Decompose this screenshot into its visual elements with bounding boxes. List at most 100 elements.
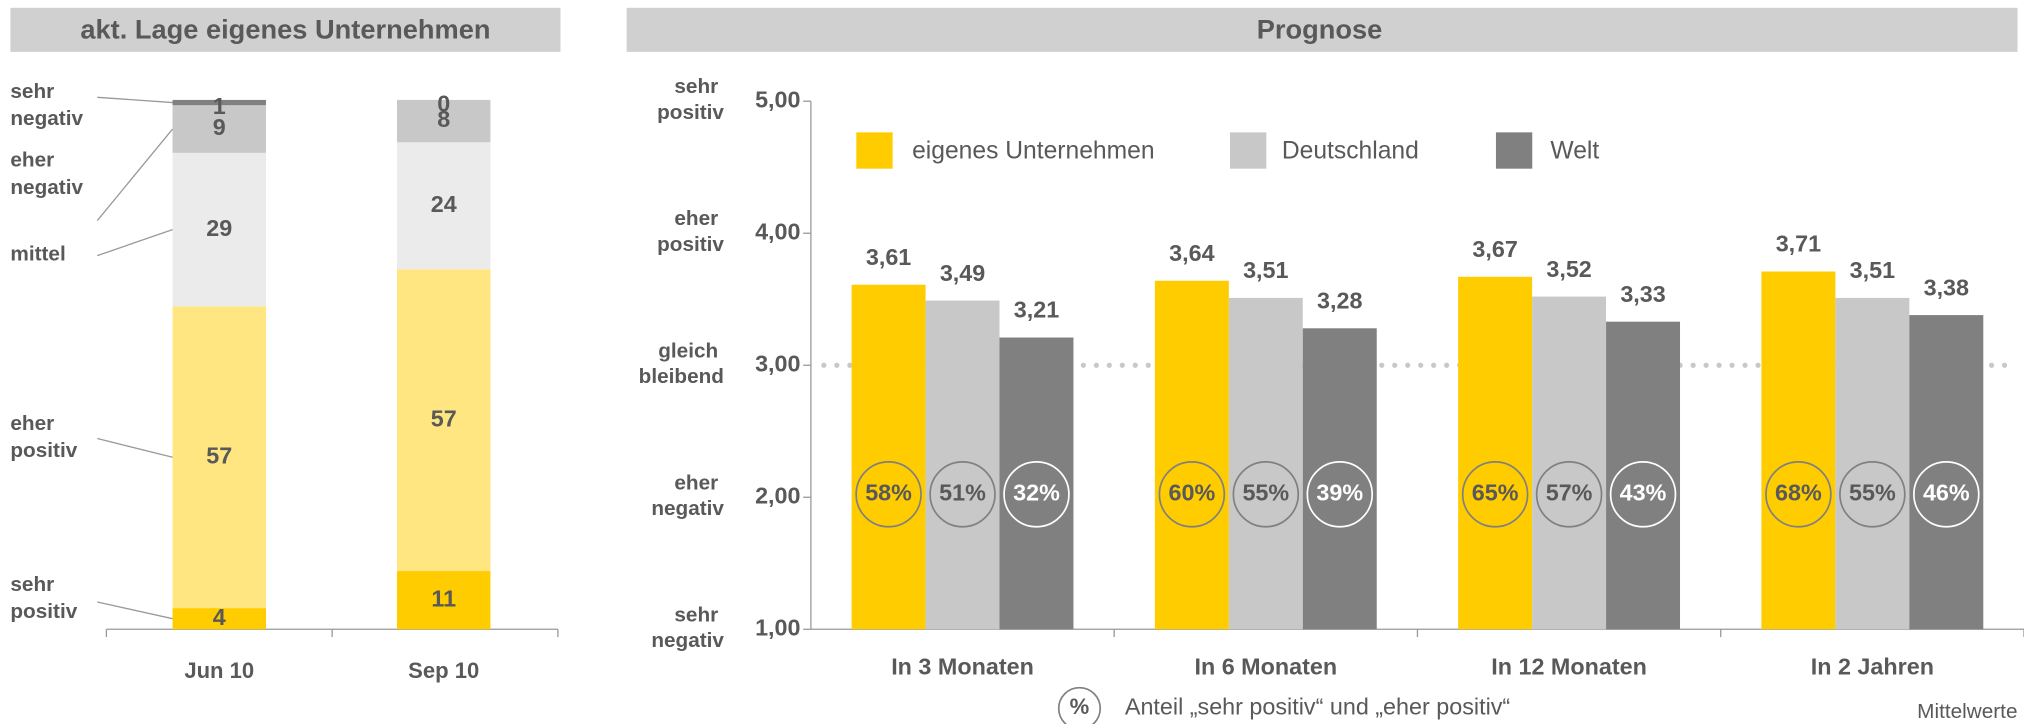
- data-label: 3,64: [1169, 240, 1214, 266]
- y-tick-label: 3,00: [755, 350, 800, 376]
- data-label: 9: [213, 114, 226, 140]
- data-label: 3,38: [1924, 274, 1969, 300]
- data-label: 4: [213, 604, 226, 630]
- legend-label: eigenes Unternehmen: [912, 137, 1154, 164]
- leader-line: [96, 128, 174, 221]
- data-label: 3,33: [1620, 281, 1665, 307]
- data-label: 0: [437, 90, 450, 116]
- data-label: 57: [206, 442, 232, 468]
- bar-segment: [172, 152, 266, 307]
- share-circle: [1003, 461, 1070, 528]
- share-circle: [1765, 461, 1832, 528]
- data-label: 3,49: [940, 260, 985, 286]
- series-label: mittel: [10, 243, 65, 266]
- share-circle: [1232, 461, 1300, 528]
- share-circle: [1839, 461, 1906, 528]
- y-tick-text: sehr negativ: [651, 604, 724, 653]
- bar-segment: [397, 269, 491, 572]
- share-circle: [1158, 461, 1226, 528]
- bar-segment: [172, 105, 266, 153]
- data-label: 3,51: [1243, 257, 1288, 283]
- series-label: eher negativ: [10, 149, 83, 199]
- x-tick-label: Sep 10: [408, 658, 479, 683]
- bar: [1909, 315, 1984, 630]
- bar: [1228, 297, 1303, 630]
- data-label: 11: [431, 585, 456, 611]
- series-label: eher positiv: [10, 412, 77, 462]
- bar: [1532, 296, 1607, 630]
- bar: [851, 284, 926, 630]
- bar-segment: [397, 571, 491, 630]
- share-label: 39%: [1316, 480, 1363, 506]
- bar: [1458, 276, 1533, 630]
- share-label: 46%: [1923, 480, 1970, 506]
- y-tick-text: gleich bleibend: [639, 340, 724, 389]
- chart-title: Prognose: [1257, 13, 1383, 44]
- share-circle: [1535, 461, 1603, 528]
- data-label: 3,61: [866, 244, 911, 270]
- title-bar: [626, 7, 2018, 52]
- data-label: 3,52: [1546, 256, 1591, 282]
- share-label: 43%: [1620, 480, 1667, 506]
- bar-segment: [397, 142, 491, 270]
- leader-line: [97, 96, 173, 104]
- note: Mittelwerte: [1917, 700, 2017, 723]
- bar: [1154, 280, 1229, 630]
- share-circle: [855, 461, 922, 528]
- data-label: 3,51: [1850, 257, 1895, 283]
- x-tick-label: In 12 Monaten: [1491, 653, 1647, 679]
- share-circle: [1306, 461, 1374, 528]
- series-label: sehr positiv: [10, 573, 77, 623]
- y-tick-label: 5,00: [755, 86, 800, 112]
- leader-line: [97, 437, 173, 458]
- legend-label: Deutschland: [1282, 137, 1419, 164]
- data-label: 1: [213, 93, 226, 119]
- y-tick-label: 2,00: [755, 482, 800, 508]
- bar-segment: [172, 306, 266, 609]
- bar-segment: [397, 99, 491, 143]
- data-label: 3,28: [1317, 288, 1362, 314]
- series-label: sehr negativ: [10, 80, 83, 130]
- legend-swatch: [1229, 132, 1267, 169]
- share-circle: [1609, 461, 1677, 528]
- share-label: 32%: [1013, 480, 1060, 506]
- leader-line: [97, 228, 173, 257]
- x-tick-label: In 2 Jahren: [1811, 653, 1934, 679]
- y-tick-label: 1,00: [755, 614, 800, 640]
- data-label: 8: [437, 106, 450, 132]
- share-circle: [1461, 461, 1529, 528]
- share-circle: [929, 461, 996, 528]
- data-label: 3,67: [1472, 236, 1517, 262]
- share-label: 58%: [865, 480, 912, 506]
- bar-segment: [172, 99, 266, 106]
- share-label: 65%: [1472, 480, 1519, 506]
- share-label: 51%: [939, 480, 986, 506]
- bar-segment: [172, 608, 266, 630]
- data-label: 3,71: [1776, 231, 1821, 257]
- share-label: 60%: [1168, 480, 1215, 506]
- share-legend: Anteil „sehr positiv“ und „eher positiv“: [1125, 694, 1510, 720]
- y-tick-text: eher positiv: [657, 208, 724, 257]
- y-tick-label: 4,00: [755, 218, 800, 244]
- x-tick-label: Jun 10: [184, 658, 254, 683]
- share-icon: %: [1070, 694, 1090, 719]
- bar: [1606, 321, 1681, 630]
- legend-swatch: [856, 132, 893, 169]
- y-tick-text: sehr positiv: [657, 76, 724, 125]
- data-label: 57: [431, 405, 457, 431]
- legend-swatch: [1495, 132, 1533, 169]
- title-bar: [10, 7, 561, 52]
- share-label: 68%: [1775, 480, 1822, 506]
- leader-line: [97, 601, 173, 620]
- x-tick-label: In 6 Monaten: [1194, 653, 1337, 679]
- bar: [1761, 271, 1836, 630]
- share-label: 57%: [1546, 480, 1593, 506]
- data-label: 24: [431, 191, 457, 217]
- data-label: 3,21: [1014, 297, 1059, 323]
- bar: [925, 300, 1000, 630]
- share-label: 55%: [1849, 480, 1896, 506]
- chart-title: akt. Lage eigenes Unternehmen: [80, 13, 490, 44]
- share-label: 55%: [1242, 480, 1289, 506]
